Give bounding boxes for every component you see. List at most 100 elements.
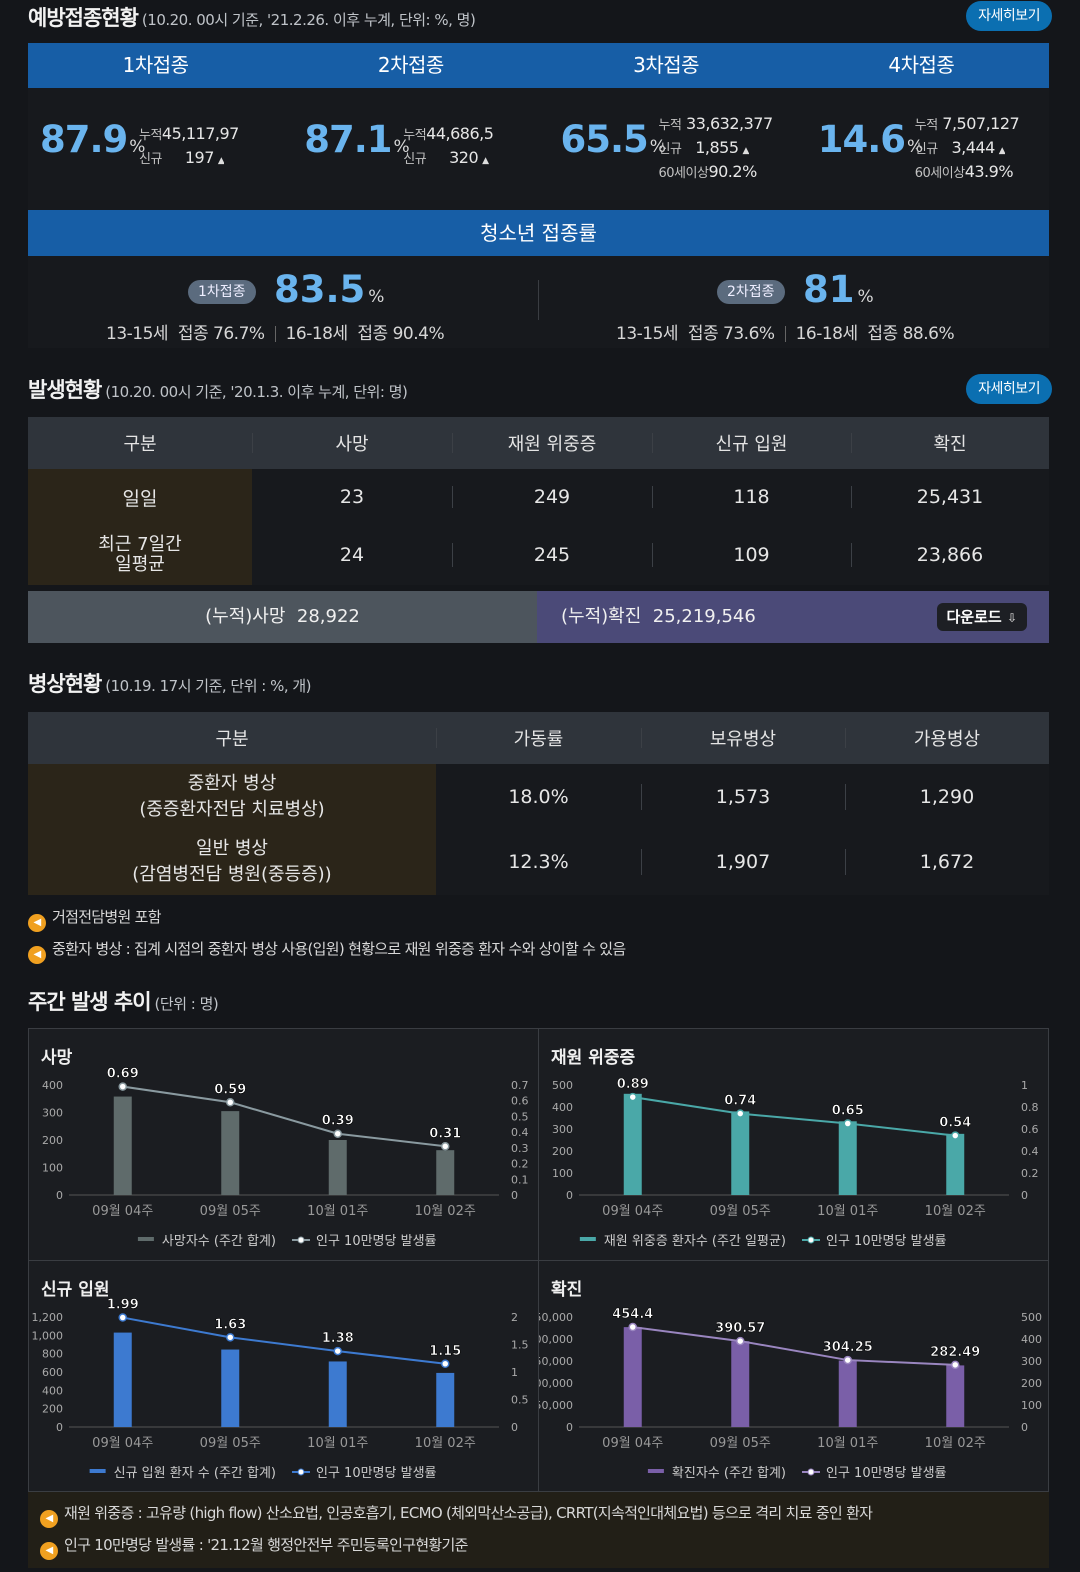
rate-point <box>951 1360 960 1370</box>
bar <box>731 1111 750 1195</box>
rate-data-label: 390.57 <box>715 1321 765 1336</box>
y2-tick-label: 0.3 <box>511 1142 529 1155</box>
table-cell: 1,573 <box>641 764 845 829</box>
bar <box>221 1111 240 1195</box>
x-tick-label: 10월 01주 <box>817 1436 878 1451</box>
x-tick-label: 09월 05주 <box>200 1436 261 1451</box>
y-tick-label: 150,000 <box>539 1355 573 1368</box>
rate-line <box>632 1326 956 1366</box>
y2-tick-label: 1.5 <box>511 1339 529 1352</box>
rate-line <box>632 1096 956 1137</box>
bar <box>623 1327 642 1427</box>
speaker-icon: ◀ <box>28 914 46 932</box>
rate-data-label: 1.99 <box>107 1298 139 1313</box>
dose-3-over60: 60세이상90.2% <box>658 162 757 181</box>
y-tick-label: 1,200 <box>32 1311 64 1324</box>
beds-title: 병상현황 <box>28 672 102 696</box>
bar <box>113 1096 132 1195</box>
speaker-icon: ◀ <box>40 1510 58 1528</box>
y2-tick-label: 1 <box>511 1366 518 1379</box>
dose-3-cell: 65.5% 누적 33,632,377 신규 1,855 ▲ 60세이상90.2% <box>539 88 794 210</box>
dose-1-new: 신규 197 ▲ <box>139 148 225 167</box>
table-cell: 18.0% <box>436 764 641 829</box>
cumulative-death: (누적)사망 28,922 <box>28 591 537 643</box>
col-header: 가동률 <box>436 712 641 764</box>
y-tick-label: 200 <box>552 1145 573 1158</box>
col-header: 구분 <box>28 712 436 764</box>
teen-first-pill: 1차접종 <box>188 280 256 304</box>
chart-admissions: 0 200 400 600 800 1,000 1,200 0 0.5 1 1.5 2 09월 04주 0… <box>32 1297 529 1481</box>
x-tick-label: 09월 05주 <box>710 1436 771 1451</box>
legend-bar-swatch <box>647 1469 664 1473</box>
x-tick-label: 09월 05주 <box>200 1204 261 1219</box>
teen-second-rate: 81% <box>803 268 874 311</box>
y2-tick-label: 0.1 <box>511 1173 529 1186</box>
occurrence-detail-button[interactable]: 자세히보기 <box>966 374 1052 404</box>
rate-point <box>628 1322 637 1332</box>
y2-tick-label: 0.2 <box>1021 1167 1039 1180</box>
dose-1-cumulative: 누적45,117,97 <box>139 124 239 143</box>
y2-tick-label: 0 <box>511 1189 518 1202</box>
y2-tick-label: 0 <box>1021 1189 1028 1202</box>
table-cell: 23,866 <box>851 525 1049 585</box>
teen-first-rate: 83.5% <box>274 268 385 311</box>
col-header: 보유병상 <box>641 712 845 764</box>
dose-2-rate: 87.1% <box>304 118 409 161</box>
chart-confirmed: 0 50,000 100,000 150,000 200,000 250,000 0 100 2… <box>539 1307 1042 1481</box>
y-tick-label: 100,000 <box>539 1377 573 1390</box>
table-row: 일반 병상 (감염병전담 병원(중등증)) 12.3% 1,907 1,672 <box>28 829 1049 895</box>
teen-rate-body: 1차접종 83.5% 13-15세 접종 76.7% 16-18세 접종 90.4… <box>28 256 1049 348</box>
rate-data-label: 0.74 <box>724 1094 756 1109</box>
dose-3-header: 3차접종 <box>633 53 700 77</box>
y-tick-label: 100 <box>42 1162 63 1175</box>
y2-tick-label: 0.6 <box>511 1095 529 1108</box>
x-tick-label: 10월 01주 <box>817 1204 878 1219</box>
table-cell: 24 <box>252 525 452 585</box>
rate-data-label: 1.15 <box>429 1344 461 1359</box>
y2-tick-label: 1 <box>1021 1079 1028 1092</box>
dose-1-cell: 87.9% 누적45,117,97 신규 197 ▲ <box>28 88 283 210</box>
y2-tick-label: 0.6 <box>1021 1123 1039 1136</box>
y2-tick-label: 0.7 <box>511 1079 529 1092</box>
x-tick-label: 09월 04주 <box>602 1436 663 1451</box>
vaccination-detail-button[interactable]: 자세히보기 <box>966 1 1052 31</box>
y-tick-label: 200 <box>42 1403 63 1416</box>
rate-point <box>441 1359 450 1368</box>
y-tick-label: 800 <box>42 1348 63 1361</box>
table-cell: 1,290 <box>845 764 1049 829</box>
legend-bar-label: 신규 입원 환자 수 (주간 합계) <box>114 1466 276 1481</box>
weekly-charts: 사망 0 100 200 300 400 0 0.1 0.2 0.3 0.4 0.5 0.6 0.7 09… <box>28 1028 1049 1493</box>
table-cell: 12.3% <box>436 829 641 895</box>
dose-3-cumulative: 누적 33,632,377 <box>658 114 773 133</box>
chart-panel-confirmed: 확진 0 50,000 100,000 150,000 200,000 250,000 0 1… <box>539 1261 1049 1493</box>
legend-line-label: 인구 10만명당 발생률 <box>826 1466 947 1481</box>
speaker-icon: ◀ <box>28 946 46 964</box>
occurrence-subtitle: (10.20. 00시 기준, '20.1.3. 이후 누계, 단위: 명) <box>105 383 408 401</box>
rate-point <box>951 1131 960 1140</box>
y2-tick-label: 2 <box>511 1311 518 1324</box>
row-label: 일일 <box>28 469 252 525</box>
y-tick-label: 0 <box>56 1189 63 1202</box>
download-label: 다운로드 <box>946 608 1002 626</box>
y-tick-label: 600 <box>42 1366 63 1379</box>
x-tick-label: 10월 02주 <box>415 1436 476 1451</box>
legend-bar-swatch <box>579 1237 596 1241</box>
dose-4-over60: 60세이상43.9% <box>914 162 1014 181</box>
bar <box>731 1341 750 1427</box>
download-button[interactable]: 다운로드 ⇩ <box>936 603 1027 631</box>
bar <box>221 1349 240 1427</box>
x-tick-label: 09월 04주 <box>602 1204 663 1219</box>
dose-2-cell: 87.1% 누적44,686,5 신규 320 ▲ <box>283 88 538 210</box>
rate-point <box>736 1109 745 1118</box>
legend-line-marker <box>807 1236 815 1244</box>
table-cell: 249 <box>452 469 652 525</box>
table-cell: 1,672 <box>845 829 1049 895</box>
beds-table: 구분 가동률 보유병상 가용병상 중환자 병상 (중증환자전담 치료병상) 18.… <box>28 712 1049 895</box>
col-header: 신규 입원 <box>652 417 851 469</box>
y2-tick-label: 100 <box>1021 1399 1042 1412</box>
rate-data-label: 454.4 <box>612 1307 653 1322</box>
legend-bar-label: 사망자수 (주간 합계) <box>162 1234 276 1249</box>
y-tick-label: 0 <box>566 1421 573 1434</box>
dose-3-rate: 65.5% <box>560 118 666 161</box>
rate-data-label: 304.25 <box>823 1340 873 1355</box>
